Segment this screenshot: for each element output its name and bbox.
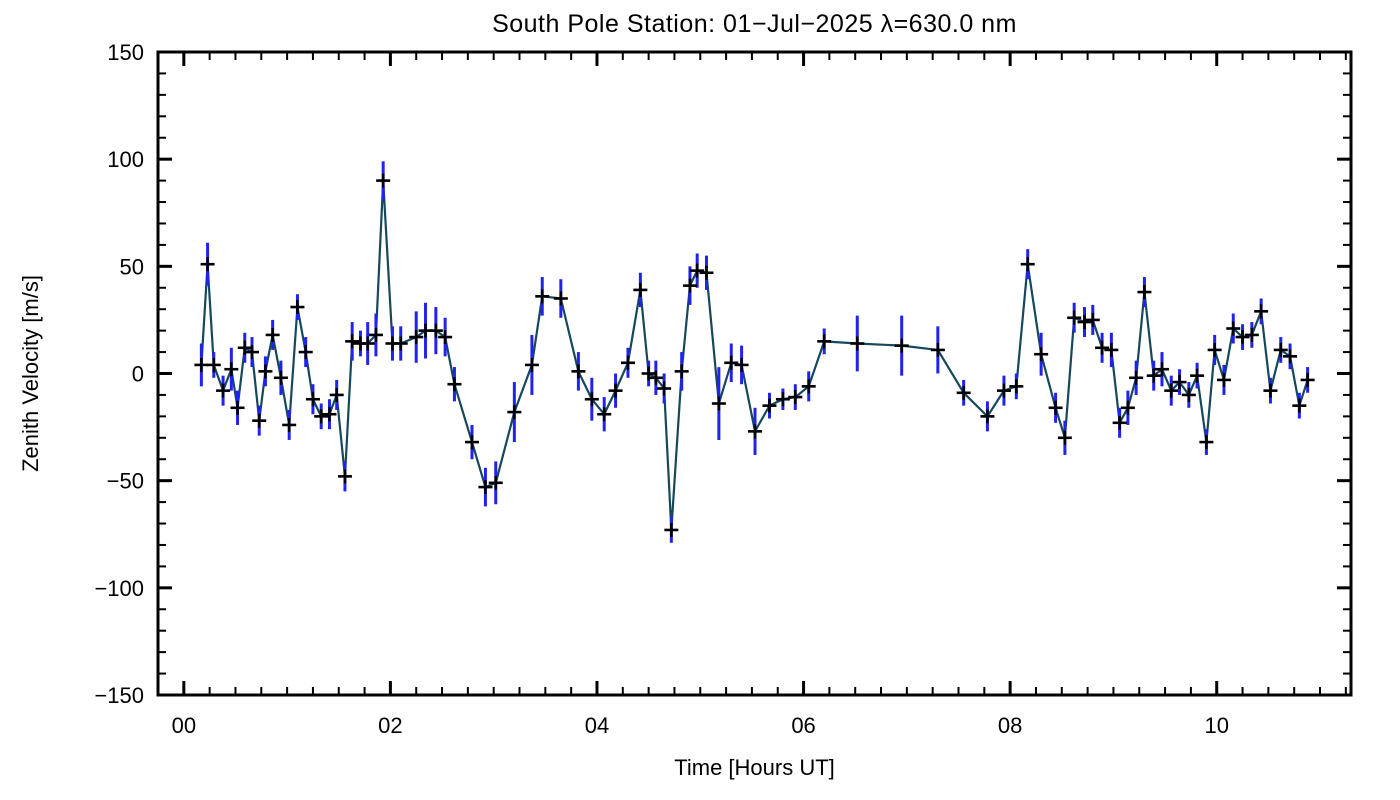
chart-title: South Pole Station: 01−Jul−2025 λ=630.0 …: [492, 10, 1017, 38]
x-tick-label: 04: [585, 713, 609, 738]
x-axis-label: Time [Hours UT]: [674, 755, 835, 780]
plot-frame: [156, 50, 1353, 697]
y-axis-label: Zenith Velocity [m/s]: [18, 275, 43, 472]
x-tick-label: 10: [1204, 713, 1228, 738]
x-tick-label: 08: [998, 713, 1022, 738]
x-tick-label: 06: [791, 713, 815, 738]
y-tick-label: −50: [107, 469, 144, 494]
y-tick-label: 50: [120, 254, 144, 279]
y-tick-label: 0: [132, 362, 144, 387]
y-tick-label: 150: [107, 40, 144, 65]
y-tick-label: −150: [94, 683, 144, 708]
x-tick-label: 00: [172, 713, 196, 738]
y-tick-label: 100: [107, 147, 144, 172]
x-tick-label: 02: [378, 713, 402, 738]
y-tick-label: −100: [94, 576, 144, 601]
